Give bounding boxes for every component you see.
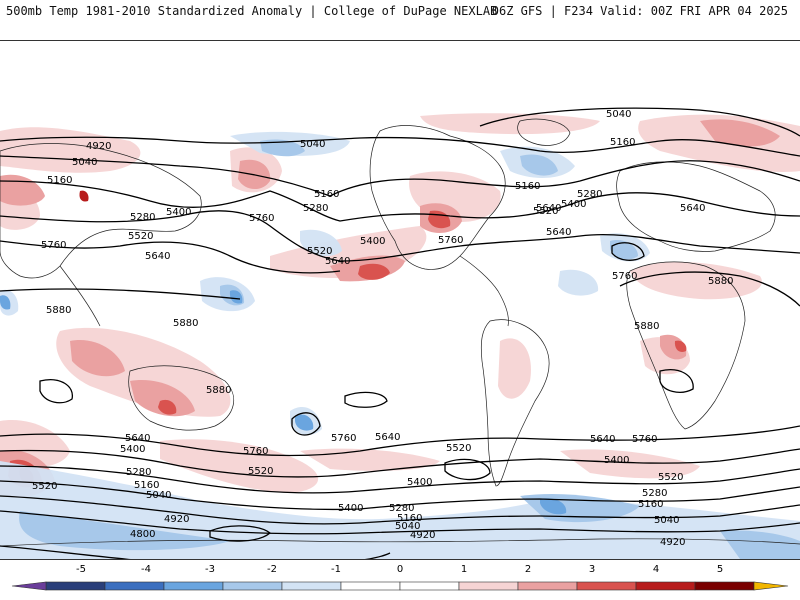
colorbar-bin — [576, 581, 637, 591]
contour-label: 5640 — [325, 256, 350, 267]
contour-label: 5400 — [360, 236, 385, 247]
colorbar-bin — [694, 581, 755, 591]
colorbar-tick: 3 — [589, 564, 595, 575]
contour-label: 5280 — [130, 212, 155, 223]
contour-label: 5280 — [642, 488, 667, 499]
contour-label: 5400 — [338, 503, 363, 514]
contour-label: 5400 — [604, 455, 629, 466]
contour-label: 5160 — [314, 189, 339, 200]
contour-label: 5400 — [166, 207, 191, 218]
colorbar-tick: -5 — [76, 564, 86, 575]
contour-label: 5520 — [533, 206, 558, 217]
contour-label: 4920 — [86, 141, 111, 152]
contour-label: 5640 — [125, 433, 150, 444]
colorbar-tick: -3 — [205, 564, 215, 575]
contour-label: 5640 — [145, 251, 170, 262]
colorbar-tick: 5 — [717, 564, 723, 575]
colorbar-bin — [458, 581, 519, 591]
contour-label: 5760 — [41, 240, 66, 251]
contour-label: 5760 — [243, 446, 268, 457]
contour-label: 5040 — [395, 521, 420, 532]
contour-label: 5640 — [590, 434, 615, 445]
colorbar-tick: -2 — [267, 564, 277, 575]
colorbar-tick: 4 — [653, 564, 659, 575]
contour-label: 5640 — [536, 203, 561, 214]
contour-label: 5400 — [561, 199, 586, 210]
contour-label: 5880 — [206, 385, 231, 396]
anomaly-colorbar: -5 -4 -3 -2 -1 0 1 2 3 4 5 — [11, 564, 789, 591]
contour-label: 5160 — [134, 480, 159, 491]
contour-label: 5160 — [47, 175, 72, 186]
colorbar-bin — [399, 581, 460, 591]
contour-label: 4800 — [130, 529, 155, 540]
colorbar-bin — [222, 581, 283, 591]
colorbar-bin — [517, 581, 578, 591]
contour-label: 5040 — [654, 515, 679, 526]
contour-label: 5760 — [249, 213, 274, 224]
contour-label: 5520 — [446, 443, 471, 454]
colorbar-high-arrow — [753, 581, 789, 591]
colorbar-bin — [635, 581, 696, 591]
contour-label: 4920 — [410, 530, 435, 541]
contour-label: 5880 — [708, 276, 733, 287]
contour-label: 5040 — [146, 490, 171, 501]
contour-label: 5040 — [300, 139, 325, 150]
colorbar-bin — [104, 581, 165, 591]
contour-label: 5760 — [331, 433, 356, 444]
contour-label: 5640 — [680, 203, 705, 214]
map-title: 500mb Temp 1981-2010 Standardized Anomal… — [6, 4, 498, 18]
colorbar-bin — [281, 581, 342, 591]
contour-label: 5520 — [658, 472, 683, 483]
colorbar-bin — [340, 581, 401, 591]
colorbar-bins — [45, 581, 755, 591]
contour-label: 5160 — [638, 499, 663, 510]
contour-label: 5760 — [438, 235, 463, 246]
colorbar-tick: 1 — [461, 564, 467, 575]
contour-label: 5280 — [577, 189, 602, 200]
colorbar-low-arrow — [11, 581, 47, 591]
colorbar-tick: -1 — [331, 564, 341, 575]
contour-label: 5640 — [546, 227, 571, 238]
contour-label: 5040 — [606, 109, 631, 120]
contour-label: 5040 — [72, 157, 97, 168]
contour-label: 5160 — [397, 513, 422, 524]
colorbar-bin — [45, 581, 106, 591]
contour-label: 5760 — [612, 271, 637, 282]
contour-label: 4920 — [164, 514, 189, 525]
contour-label: 5520 — [307, 246, 332, 257]
contour-label: 5280 — [389, 503, 414, 514]
contour-label: 5160 — [515, 181, 540, 192]
anomaly-shading — [0, 113, 800, 559]
contour-label: 5280 — [126, 467, 151, 478]
contour-label: 5400 — [120, 444, 145, 455]
contour-label: 5880 — [173, 318, 198, 329]
colorbar-bin — [163, 581, 224, 591]
contour-label: 5880 — [634, 321, 659, 332]
height-contours — [0, 107, 800, 559]
contour-label: 5280 — [303, 203, 328, 214]
contour-label: 5760 — [632, 434, 657, 445]
contour-label: 5880 — [46, 305, 71, 316]
colorbar-tick: 0 — [397, 564, 403, 575]
contour-label: 5520 — [128, 231, 153, 242]
colorbar-tick: 2 — [525, 564, 531, 575]
contour-label: 5520 — [248, 466, 273, 477]
anomaly-map: 5040 5160 4920 5040 5160 5040 5280 5400 … — [0, 40, 800, 560]
coastlines — [0, 118, 800, 547]
colorbar-tick: -4 — [141, 564, 151, 575]
contour-label: 5160 — [610, 137, 635, 148]
model-run-info: 06Z GFS | F234 Valid: 00Z FRI APR 04 202… — [491, 4, 788, 18]
colorbar-ticks: -5 -4 -3 -2 -1 0 1 2 3 4 5 — [76, 564, 723, 575]
contour-label: 4920 — [660, 537, 685, 548]
contour-label: 5520 — [32, 481, 57, 492]
contour-label: 5640 — [375, 432, 400, 443]
contour-labels: 5040 5160 4920 5040 5160 5040 5280 5400 … — [32, 109, 733, 548]
contour-label: 5400 — [407, 477, 432, 488]
